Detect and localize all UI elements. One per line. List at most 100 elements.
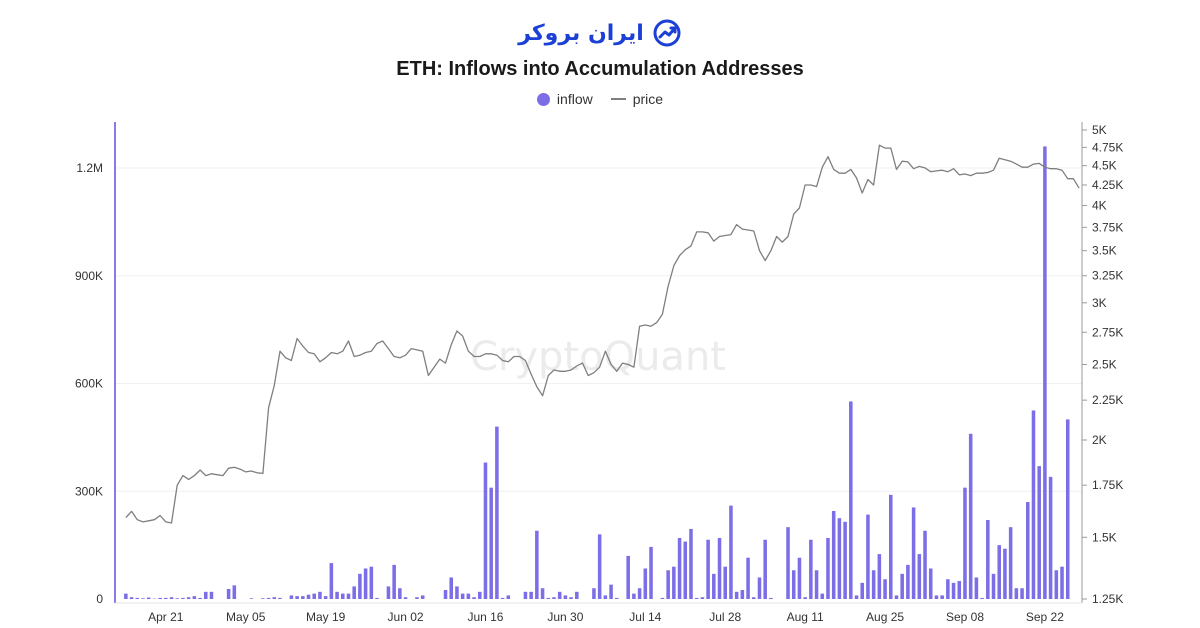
inflow-bar xyxy=(540,588,545,599)
inflow-bar xyxy=(204,591,208,599)
inflow-legend-marker xyxy=(536,92,550,106)
inflow-bar xyxy=(398,588,402,599)
left-axis-tick-label: 300K xyxy=(75,484,103,498)
inflow-bar xyxy=(478,591,482,599)
inflow-bar xyxy=(968,433,973,599)
x-axis-tick-label: Jun 02 xyxy=(388,610,424,624)
inflow-bar xyxy=(506,595,511,599)
inflow-bar xyxy=(266,597,271,599)
right-axis-tick-label: 5K xyxy=(1092,123,1107,137)
right-axis-tick-label: 2K xyxy=(1092,433,1107,447)
inflow-bar xyxy=(917,554,922,599)
inflow-bar xyxy=(837,518,842,599)
inflow-bar xyxy=(318,591,322,599)
x-axis-tick-label: Apr 21 xyxy=(148,610,184,624)
inflow-bar xyxy=(226,588,231,599)
left-axis-tick-label: 1.2M xyxy=(76,161,103,175)
inflow-bar xyxy=(963,487,967,599)
inflow-bar xyxy=(1054,570,1059,599)
inflow-bar xyxy=(957,581,962,599)
right-axis-tick-label: 4K xyxy=(1092,198,1107,212)
inflow-bar xyxy=(946,579,950,599)
x-axis-tick-label: Jun 16 xyxy=(467,610,503,624)
inflow-bar xyxy=(1003,548,1007,599)
left-axis-tick-label: 0 xyxy=(96,592,103,606)
inflow-bar xyxy=(809,539,813,599)
inflow-bar xyxy=(1026,502,1030,599)
inflow-bar xyxy=(820,593,825,599)
legend-item-price[interactable]: price xyxy=(610,91,664,107)
inflow-bar xyxy=(1014,588,1019,599)
inflow-bar xyxy=(649,546,653,599)
inflow-bar xyxy=(740,590,745,599)
inflow-bar xyxy=(900,573,904,599)
legend-label-price: price xyxy=(632,91,664,107)
right-axis-tick-label: 1.5K xyxy=(1092,530,1117,544)
inflow-bar xyxy=(860,582,864,599)
inflow-bar xyxy=(489,487,493,599)
inflow-bar xyxy=(791,570,796,599)
inflow-bar xyxy=(871,570,876,599)
right-axis-tick-label: 4.25K xyxy=(1092,178,1123,192)
inflow-bar xyxy=(312,593,316,599)
x-axis-tick-label: May 05 xyxy=(226,610,266,624)
inflow-bar xyxy=(854,595,859,599)
x-axis-tick-label: Jul 14 xyxy=(629,610,661,624)
inflow-bar xyxy=(1060,566,1064,599)
inflow-bar xyxy=(615,597,619,599)
inflow-bar xyxy=(460,593,465,599)
inflow-bar xyxy=(683,541,688,599)
inflow-bar xyxy=(164,597,168,599)
right-axis-tick-label: 3.75K xyxy=(1092,220,1123,234)
inflow-bar xyxy=(786,527,790,599)
inflow-bar xyxy=(752,597,756,599)
inflow-bar xyxy=(689,528,693,599)
inflow-bar xyxy=(386,586,391,599)
inflow-bar xyxy=(249,598,254,599)
inflow-bar xyxy=(369,566,374,599)
inflow-bar xyxy=(466,593,471,599)
inflow-bar xyxy=(563,595,568,599)
inflow-bar xyxy=(951,582,956,599)
inflow-bar xyxy=(557,591,562,599)
inflow-bar xyxy=(597,534,602,599)
inflow-bar xyxy=(672,566,676,599)
chart-title: ETH: Inflows into Accumulation Addresses xyxy=(396,58,804,80)
inflow-bar xyxy=(660,597,665,599)
inflow-bar xyxy=(295,596,299,599)
inflow-bar xyxy=(980,597,984,599)
legend-item-inflow[interactable]: inflow xyxy=(536,91,593,107)
inflow-bar xyxy=(546,597,551,599)
inflow-bar xyxy=(375,597,379,599)
inflow-bar xyxy=(877,554,882,599)
inflow-bar xyxy=(883,579,887,599)
inflow-bar xyxy=(415,597,419,599)
inflow-bar xyxy=(346,593,351,599)
inflow-bar xyxy=(141,598,145,599)
left-axis-tick-label: 600K xyxy=(75,377,103,391)
inflow-bar xyxy=(186,597,191,599)
inflow-bar xyxy=(135,597,140,599)
inflow-bar xyxy=(169,597,174,599)
inflow-bar xyxy=(483,462,488,599)
inflow-bar xyxy=(826,537,830,599)
inflow-bar xyxy=(272,597,277,599)
inflow-bar xyxy=(592,588,596,599)
right-axis-tick-label: 1.25K xyxy=(1092,592,1123,606)
x-axis-tick-label: May 19 xyxy=(306,610,346,624)
inflow-bar xyxy=(352,586,356,599)
inflow-bar xyxy=(694,597,699,599)
inflow-bar xyxy=(420,595,425,599)
inflow-bar xyxy=(677,537,682,599)
inflow-bar xyxy=(301,596,305,599)
inflow-bar xyxy=(363,568,368,599)
inflow-bar xyxy=(843,521,847,599)
inflow-bar xyxy=(1048,476,1053,599)
inflow-bar xyxy=(757,577,762,599)
chart-legend: inflow price xyxy=(0,91,1200,107)
inflow-bar xyxy=(991,573,996,599)
inflow-bar xyxy=(746,557,750,599)
inflow-bar xyxy=(643,568,648,599)
inflow-bar xyxy=(723,566,727,599)
